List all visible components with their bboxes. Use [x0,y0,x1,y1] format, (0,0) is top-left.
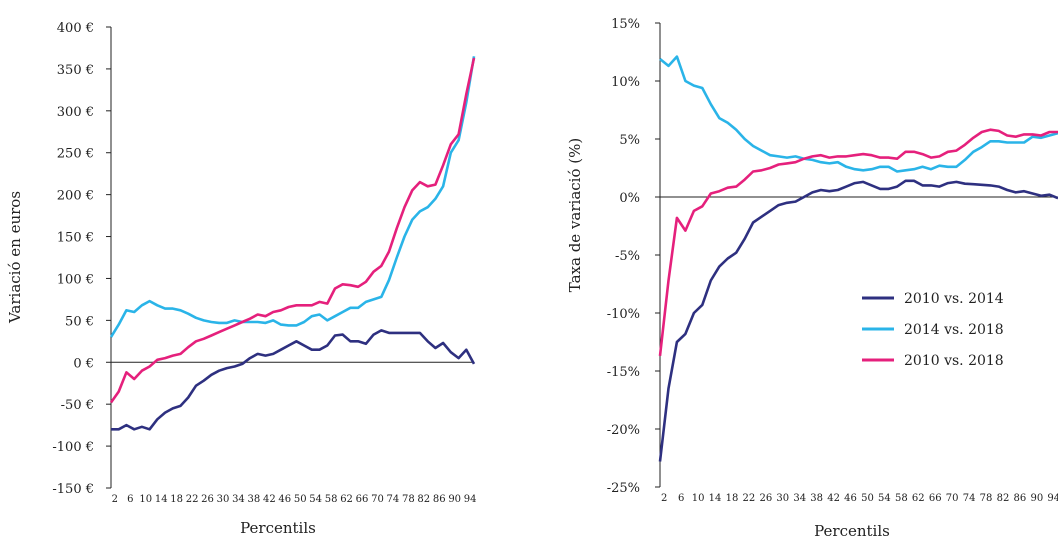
x-tick-label: 42 [263,494,276,505]
x-tick-label: 26 [201,494,214,505]
y-tick-label: 15% [611,17,640,32]
y-tick-label: -50 € [61,398,94,413]
x-tick-label: 62 [340,494,353,505]
x-tick-label: 78 [402,494,415,505]
legend-label: 2014 vs. 2018 [904,322,1004,338]
series-line-pink [658,128,1058,357]
x-tick-label: 10 [692,493,705,504]
x-tick-label: 6 [678,493,684,504]
x-tick-label: 18 [726,493,739,504]
x-tick-label: 38 [248,494,261,505]
x-tick-label: 86 [433,494,446,505]
x-tick-label: 22 [743,493,756,504]
x-tick-label: 86 [1014,493,1027,504]
x-tick-label: 70 [371,494,384,505]
x-tick-label: 38 [810,493,823,504]
x-tick-label: 66 [356,494,369,505]
y-tick-label: 300 € [57,105,94,120]
x-tick-label: 30 [776,493,789,504]
y-tick-label: 100 € [57,272,94,287]
x-tick-label: 50 [861,493,874,504]
x-tick-label: 74 [963,493,976,504]
y-tick-label: -150 € [52,482,94,497]
x-tick-label: 6 [127,494,133,505]
y-tick-label: 10% [611,75,640,90]
x-tick-label: 82 [417,494,430,505]
x-tick-label: 66 [929,493,942,504]
y-tick-label: 0% [619,191,640,206]
legend-label: 2010 vs. 2018 [904,353,1004,369]
right-chart-panel: -25%-20%-15%-10%-5%0%5%10%15%2 6 10 14 18 22 2… [566,17,1058,540]
x-tick-label: 34 [232,494,245,505]
left-chart-panel: -150 € -100 € -50 € 0 € 50 € 100 € 150 € 200 € 2… [6,21,477,537]
y-tick-label: -10% [607,307,640,322]
series-line-navy [111,329,476,431]
x-tick-label: 54 [309,494,322,505]
series-line-blue [109,56,476,338]
x-axis-label: Percentils [814,522,890,540]
x-tick-label: 46 [278,494,291,505]
y-tick-label: -20% [607,423,640,438]
series-line-pink [109,57,476,404]
x-tick-label: 94 [464,494,477,505]
y-tick-label: 150 € [57,231,94,246]
x-tick-label: 50 [294,494,307,505]
y-axis-label: Variació en euros [6,191,24,324]
y-tick-label: -100 € [52,440,94,455]
y-tick-label: 0 € [73,356,94,371]
y-axis-label: Taxa de variació (%) [566,138,584,292]
x-tick-label: 14 [155,494,168,505]
series-line-blue [659,55,1058,173]
legend-label: 2010 vs. 2014 [904,291,1004,307]
x-tick-label: 2 [661,493,667,504]
x-tick-label: 62 [912,493,925,504]
x-tick-label: 10 [139,494,152,505]
x-tick-label: 90 [1030,493,1043,504]
y-tick-label: -5% [615,249,640,264]
x-tick-label: 22 [186,494,199,505]
x-tick-label: 82 [997,493,1010,504]
y-tick-label: 350 € [57,63,94,78]
x-tick-label: 14 [709,493,722,504]
y-tick-label: -15% [607,365,640,380]
x-tick-label: 94 [1047,493,1058,504]
x-tick-label: 42 [827,493,840,504]
x-tick-label: 46 [844,493,857,504]
x-tick-label: 78 [980,493,993,504]
series-line-navy [658,179,1058,462]
x-tick-label: 74 [387,494,400,505]
x-tick-label: 70 [946,493,959,504]
x-tick-label: 34 [793,493,806,504]
x-tick-label: 58 [325,494,338,505]
x-axis-label: Percentils [240,519,316,537]
y-tick-label: 50 € [65,314,94,329]
y-tick-label: 5% [619,133,640,148]
x-tick-label: 26 [759,493,772,504]
x-tick-label: 2 [112,494,118,505]
x-tick-label: 18 [170,494,183,505]
x-tick-label: 90 [448,494,461,505]
x-tick-label: 30 [217,494,230,505]
x-tick-label: 54 [878,493,891,504]
x-tick-label: 58 [895,493,908,504]
y-tick-label: -25% [607,481,640,496]
y-tick-label: 400 € [57,21,94,36]
y-tick-label: 250 € [57,147,94,162]
y-tick-label: 200 € [57,189,94,204]
